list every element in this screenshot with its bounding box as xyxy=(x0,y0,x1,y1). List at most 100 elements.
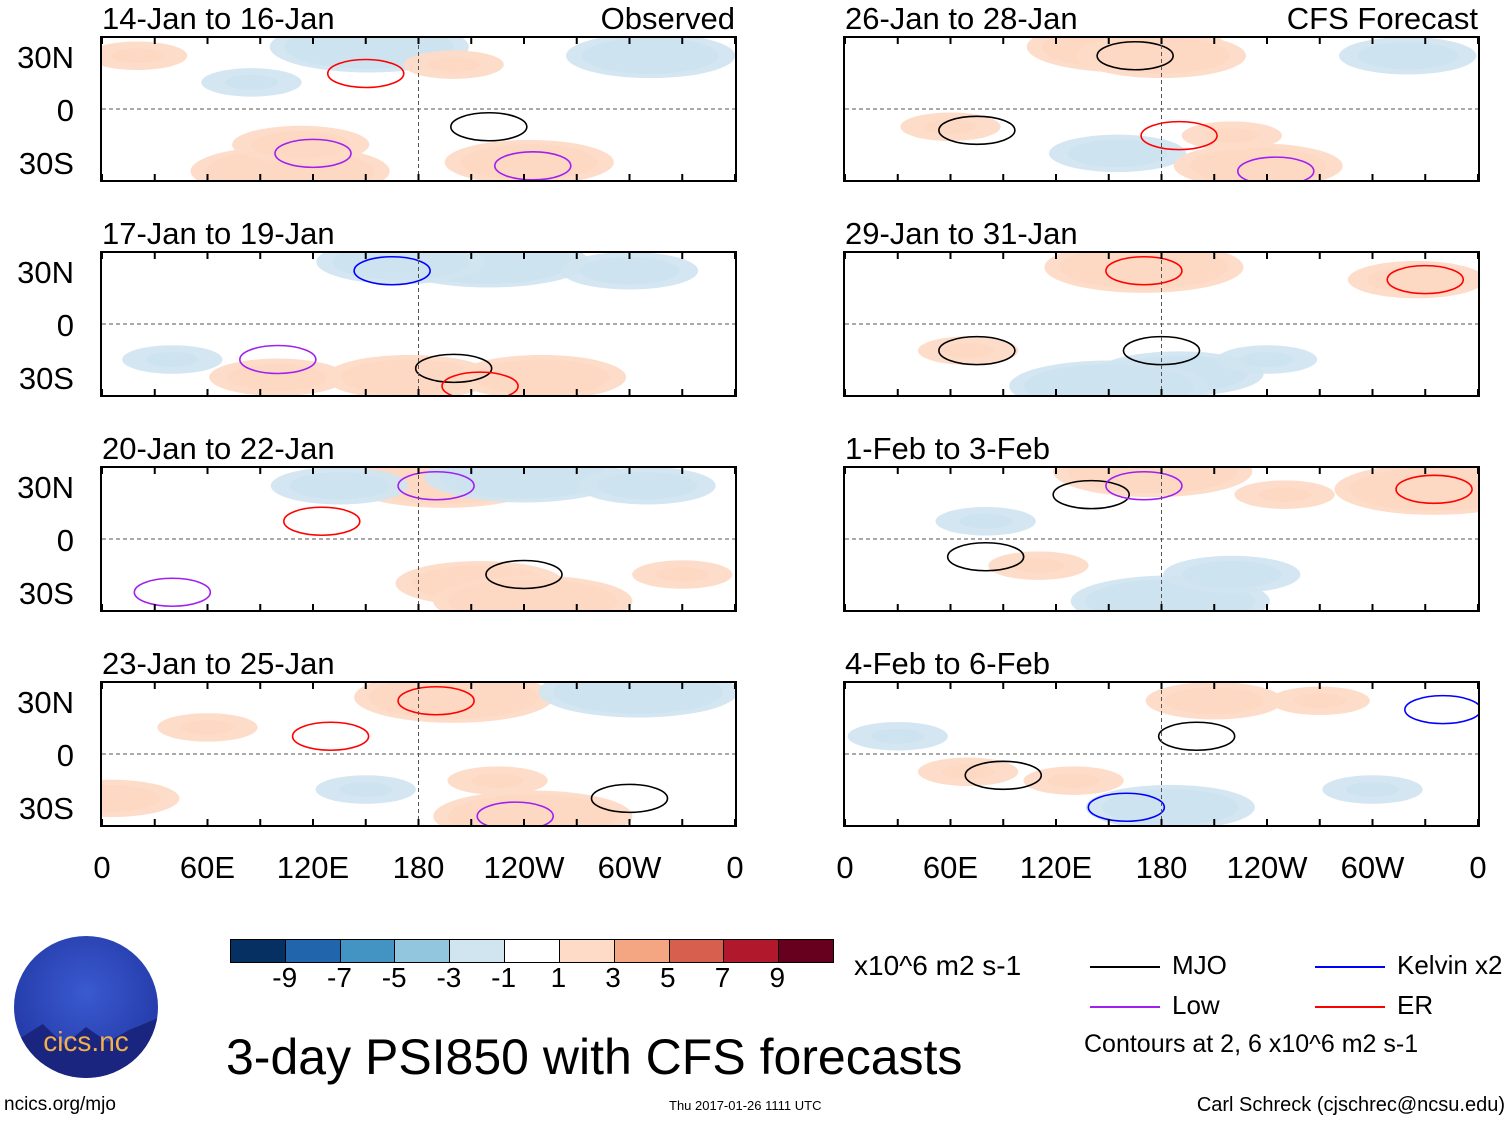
lon-label: 60W xyxy=(597,850,662,885)
colorbar-label: -7 xyxy=(327,962,352,993)
wave-contour xyxy=(1404,694,1478,725)
legend-line xyxy=(1090,966,1160,968)
colorbar-label: -1 xyxy=(491,962,517,993)
lon-label: 180 xyxy=(392,850,445,885)
map-panel xyxy=(100,466,737,612)
wave-contour xyxy=(938,335,1016,366)
anomaly-shading xyxy=(1269,686,1370,715)
map-panel xyxy=(100,251,737,397)
wave-contour xyxy=(1087,792,1166,823)
lat-label: 30N xyxy=(17,470,74,505)
logo-mountains xyxy=(14,1018,158,1078)
anomaly-shading xyxy=(1163,555,1301,594)
colorbar-label: 5 xyxy=(660,962,676,993)
legend-line xyxy=(1315,966,1385,968)
lat-label: 0 xyxy=(56,308,74,343)
wave-contour xyxy=(1237,156,1315,180)
anomaly-shading xyxy=(122,345,223,374)
anomaly-shading xyxy=(1234,480,1335,509)
wave-contour xyxy=(946,541,1025,572)
anomaly-shading xyxy=(1181,121,1282,150)
anomaly-shading xyxy=(209,358,347,395)
lat-label: 30S xyxy=(18,576,74,611)
legend-line xyxy=(1315,1006,1385,1008)
wave-contour xyxy=(590,783,669,814)
anomaly-shading xyxy=(102,779,180,818)
wave-contour xyxy=(1140,120,1218,151)
colorbar-swatch xyxy=(559,940,615,962)
anomaly-shading xyxy=(1053,468,1253,498)
wave-contour xyxy=(1105,470,1183,501)
colorbar-swatch xyxy=(231,940,286,962)
colorbar-swatch xyxy=(505,940,560,962)
lon-label: 0 xyxy=(93,850,111,885)
wave-contour xyxy=(494,151,572,180)
wave-contour xyxy=(1052,479,1130,510)
wave-contour xyxy=(1386,264,1465,295)
colorbar-swatch xyxy=(724,940,780,962)
lat-label: 0 xyxy=(56,93,74,128)
map-panel xyxy=(843,251,1480,397)
wave-contour xyxy=(1105,255,1183,286)
anomaly-shading xyxy=(1048,134,1187,173)
colorbar-swatch xyxy=(395,940,451,962)
lat-label: 30S xyxy=(18,146,74,181)
anomaly-shading xyxy=(433,575,633,610)
colorbar-label: 3 xyxy=(605,962,621,993)
anomaly-shading xyxy=(1085,784,1255,825)
anomaly-shading xyxy=(1322,775,1423,804)
colorbar-units: x10^6 m2 s-1 xyxy=(854,950,1022,981)
wave-contour xyxy=(239,344,317,375)
map-panel xyxy=(843,36,1480,182)
colorbar-swatch xyxy=(779,940,833,962)
lon-label: 60W xyxy=(1340,850,1405,885)
wave-contour xyxy=(485,559,563,590)
anomaly-shading xyxy=(157,713,258,742)
wave-contour xyxy=(133,577,212,608)
anomaly-shading xyxy=(1339,38,1477,75)
lon-label: 60E xyxy=(922,850,979,885)
footer-url[interactable]: ncics.org/mjo xyxy=(4,1094,116,1115)
anomaly-shading xyxy=(578,468,716,505)
lat-label: 30N xyxy=(17,255,74,290)
anomaly-shading xyxy=(1023,766,1124,795)
lon-label: 60E xyxy=(179,850,236,885)
colorbar-label: -3 xyxy=(436,962,462,993)
wave-contour xyxy=(441,371,519,395)
panel-title: 1-Feb to 3-Feb xyxy=(845,431,1051,466)
lon-label: 0 xyxy=(836,850,854,885)
legend-line xyxy=(1090,1006,1160,1008)
lon-label: 120E xyxy=(276,850,350,885)
anomaly-shading xyxy=(560,253,699,290)
wave-contour xyxy=(291,721,370,752)
anomaly-shading xyxy=(935,507,1036,536)
anomaly-shading xyxy=(566,38,735,79)
anomaly-shading xyxy=(1347,260,1478,299)
figure-title: 3-day PSI850 with CFS forecasts xyxy=(226,1029,963,1085)
anomaly-shading xyxy=(1044,253,1244,293)
anomaly-shading xyxy=(1173,143,1343,180)
wave-contour xyxy=(1096,40,1174,71)
panel-title: 26-Jan to 28-Jan xyxy=(845,1,1078,36)
anomaly-shading xyxy=(201,68,302,97)
anomaly-shading xyxy=(444,139,614,180)
lon-label: 120W xyxy=(483,850,565,885)
lon-label: 120W xyxy=(1226,850,1308,885)
wave-contour xyxy=(274,138,352,169)
panel-title: 29-Jan to 31-Jan xyxy=(845,216,1078,251)
colorbar-label: 1 xyxy=(550,962,567,993)
anomaly-shading xyxy=(1009,360,1209,395)
column-label: Observed xyxy=(600,1,735,36)
map-panel xyxy=(843,681,1480,827)
lat-label: 30N xyxy=(17,40,74,75)
anomaly-shading xyxy=(1334,468,1478,515)
anomaly-shading xyxy=(988,551,1089,580)
wave-contour xyxy=(1157,721,1236,752)
anomaly-shading xyxy=(632,560,733,589)
colorbar xyxy=(230,939,834,963)
lat-label: 30N xyxy=(17,685,74,720)
lat-label: 0 xyxy=(56,738,74,773)
wave-contour xyxy=(414,353,493,384)
map-panel xyxy=(100,681,737,827)
